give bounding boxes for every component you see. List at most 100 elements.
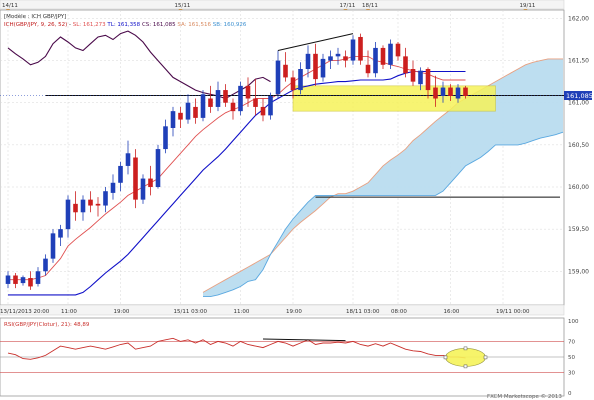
candle-body (125, 153, 131, 166)
top-date-label: 15/11 (175, 3, 191, 9)
candle-body (35, 271, 41, 284)
candle-body (155, 149, 161, 187)
rsi-tick-label: 100 (568, 319, 579, 325)
time-axis: 13/11/2013 20:00 11:00 19:00 15/11 03:00 11:… (0, 304, 565, 316)
candle-body (110, 182, 116, 193)
legend-cs: CS: 161,085 (142, 22, 176, 28)
legend-model: [Modèle : ICH GBP/JPY] (4, 13, 66, 20)
highlight-zone (292, 85, 496, 112)
senkou-span-a-line (202, 58, 563, 293)
candle-body (260, 106, 266, 116)
candle-body (448, 87, 453, 96)
candle-body (455, 87, 461, 99)
candle-body (230, 102, 236, 112)
legend-sl: SL: 161,273 (73, 22, 106, 28)
footer-credit: FXCM Marketscope © 2013 (487, 393, 562, 400)
chart-legend: [Modèle : ICH GBP/JPY] ICH(GBP/JPY, 9, 2… (4, 13, 247, 328)
time-tick-label: 11:00 (234, 309, 250, 315)
candle-body (290, 77, 296, 91)
time-tick-label: 19:00 (286, 309, 302, 315)
price-grid (0, 10, 564, 305)
rsi-highlight-ellipse (445, 348, 486, 367)
candle-body (305, 53, 311, 69)
time-tick-label: 08:00 (391, 309, 407, 315)
candle-body (215, 90, 221, 107)
candle-body (5, 275, 11, 284)
price-tick-label: 159,50 (568, 226, 589, 233)
candle-body (88, 199, 93, 206)
time-tick-label: 18/11 03:00 (346, 309, 380, 315)
candles (5, 33, 468, 290)
top-date-label: 19/11 (520, 3, 536, 9)
candle-body (118, 165, 123, 183)
rsi-tick-label: 30 (568, 371, 575, 377)
time-tick-label: 15/11 03:00 (174, 309, 208, 315)
candle-body (380, 47, 386, 65)
candle-body (418, 70, 423, 85)
top-date-label: 17/11 (340, 3, 356, 9)
current-price-tag: 161,085 (564, 91, 593, 100)
candle-body (395, 43, 401, 57)
top-date-label: 18/11 (362, 3, 378, 9)
ichimoku-cloud (202, 58, 564, 298)
candle-body (95, 203, 101, 206)
candle-body (343, 56, 348, 61)
rsi-tick-label: 70 (568, 339, 575, 345)
candle-body (283, 64, 288, 78)
candle-body (73, 203, 78, 213)
ellipse-handle (463, 346, 468, 351)
rsi-trend-line (262, 338, 346, 342)
time-tick-label: 19:00 (114, 309, 130, 315)
price-tick-label: 161,00 (568, 100, 589, 107)
candle-body (200, 94, 206, 118)
candle-body (148, 178, 153, 187)
candle-body (425, 69, 431, 91)
candle-body (350, 39, 356, 61)
candle-body (50, 233, 56, 259)
candle-body (13, 275, 18, 284)
candle-body (28, 278, 33, 287)
highlight-rectangle (292, 85, 496, 112)
ellipse-handle (443, 355, 448, 360)
time-tick-label: 13/11/2013 20:00 (0, 309, 50, 315)
candle-body (335, 53, 341, 57)
price-tick-label: 160,50 (568, 142, 589, 149)
candle-body (463, 87, 468, 96)
candle-body (253, 98, 258, 107)
price-tick-label: 160,00 (568, 184, 589, 191)
candle-body (268, 95, 273, 116)
rsi-line (7, 337, 466, 360)
legend-tl: TL: 161,358 (106, 22, 140, 28)
current-price-tag-text: 161,085 (566, 92, 593, 100)
candle-body (403, 56, 408, 74)
rsi-legend: RSI(GBP/JPY(Clotur), 21): 48,89 (4, 322, 90, 328)
rsi-annotations (262, 338, 488, 369)
candle-body (373, 47, 378, 74)
legend-sep: - (69, 22, 73, 28)
rsi-tick-label: 0 (568, 391, 572, 397)
ellipse-handle (483, 355, 488, 360)
legend-sa: SA: 161,516 (177, 22, 211, 28)
kijun-sen-line (8, 70, 466, 296)
candle-body (440, 87, 446, 96)
cloud-fill (203, 58, 563, 297)
candle-body (163, 126, 168, 150)
legend-sb: SB: 160,926 (213, 22, 247, 28)
legend-indicator-name: ICH(GBP/JPY, 9, 26, 52) (4, 22, 67, 28)
price-tick-label: 162,00 (568, 15, 589, 22)
candle-body (320, 58, 326, 78)
time-tick-label: 19/11 00:00 (496, 309, 530, 315)
ellipse-handle (463, 364, 468, 369)
candle-body (433, 87, 438, 99)
candle-body (65, 199, 71, 230)
price-tick-label: 159,00 (568, 268, 589, 275)
rsi-series-line (7, 337, 466, 360)
candle-body (388, 43, 393, 65)
candle-body (275, 60, 281, 95)
candle-body (298, 69, 303, 91)
price-tick-label: 161,50 (568, 58, 589, 65)
candle-body (365, 64, 371, 74)
time-tick-label: 16:00 (444, 309, 460, 315)
top-date-label: 14/11 (2, 3, 18, 9)
